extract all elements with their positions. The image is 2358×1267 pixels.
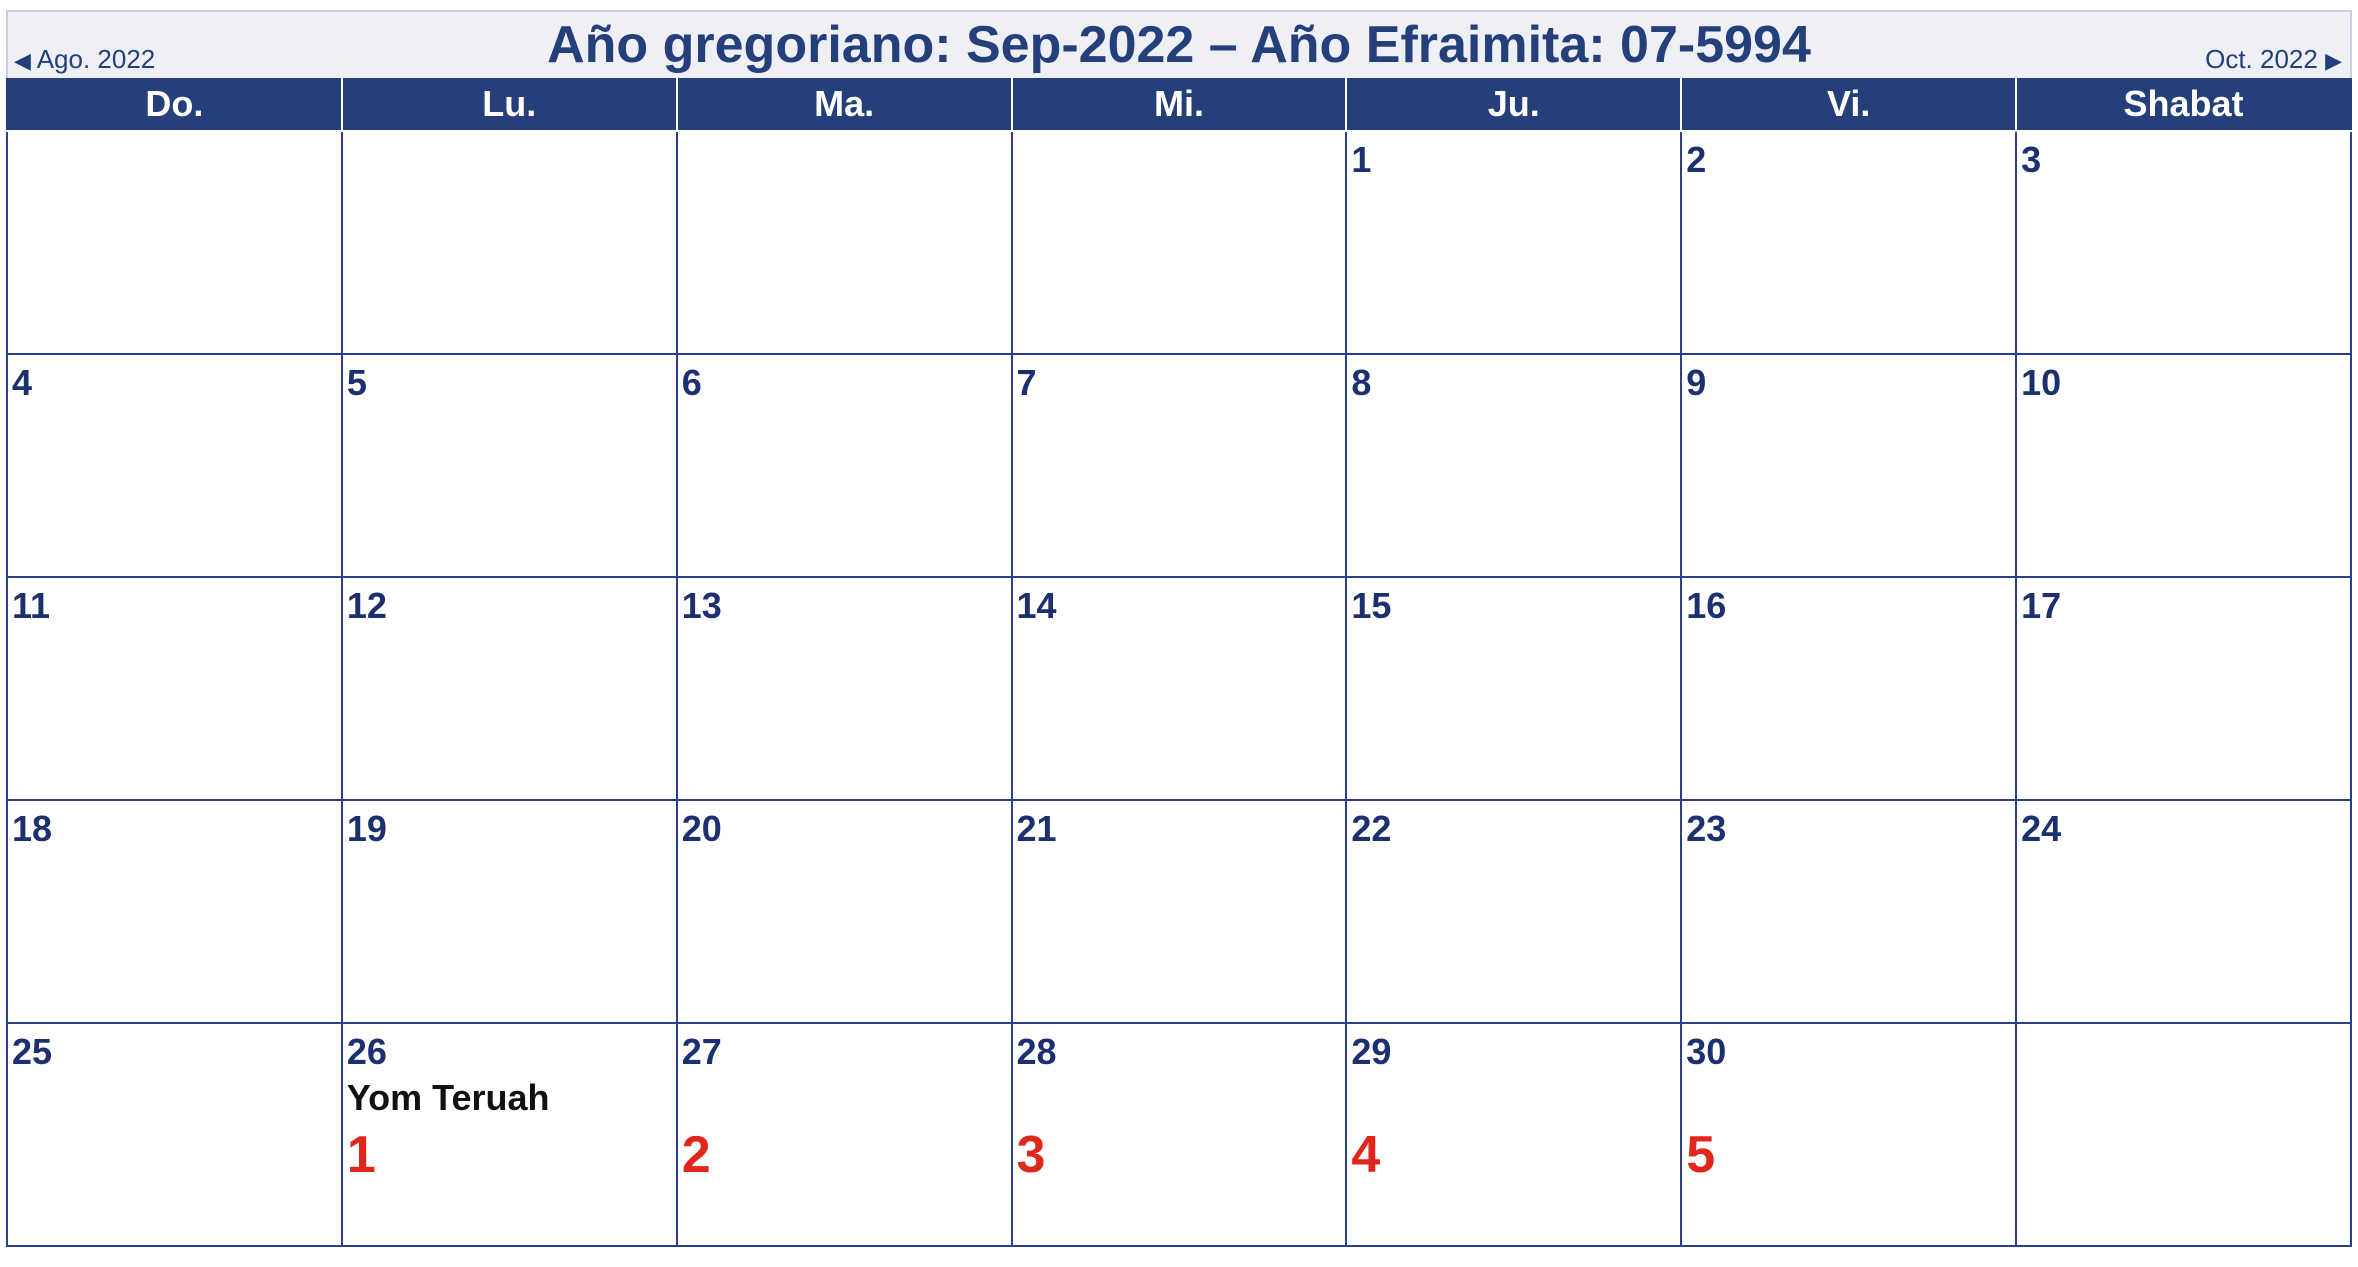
hebrew-day-number: 5 — [1686, 1126, 1716, 1184]
weekday-shabat: Shabat — [2015, 78, 2352, 132]
empty-day-cell — [340, 130, 678, 355]
day-number: 17 — [2021, 585, 2062, 626]
day-cell[interactable]: 21 — [1010, 799, 1348, 1024]
day-number: 12 — [346, 585, 387, 626]
weekday-thursday: Ju. — [1345, 78, 1683, 132]
day-cell[interactable]: 6 — [675, 353, 1013, 578]
day-number: 30 — [1686, 1031, 1727, 1072]
weekday-monday: Lu. — [340, 78, 678, 132]
day-cell[interactable]: 17 — [2015, 576, 2352, 801]
day-cell[interactable]: 23 — [1680, 799, 2018, 1024]
day-number: 5 — [346, 362, 367, 403]
day-number: 21 — [1016, 808, 1057, 849]
calendar-body: 1 2 3 4 5 6 7 8 9 10 11 12 13 14 15 16 17 18 19 20 21 22 23 24 2… — [6, 130, 2352, 1247]
day-cell[interactable]: 15 — [1345, 576, 1683, 801]
day-cell[interactable]: 14 — [1010, 576, 1348, 801]
day-number: 8 — [1351, 362, 1372, 403]
day-cell[interactable]: 7 — [1010, 353, 1348, 578]
day-number: 20 — [681, 808, 722, 849]
right-arrow-icon: ▶ — [2325, 48, 2342, 73]
day-number: 15 — [1351, 585, 1392, 626]
day-cell[interactable]: 26 Yom Teruah 1 — [340, 1022, 678, 1247]
next-month-link[interactable]: Oct. 2022 ▶ — [2205, 44, 2342, 76]
day-number: 26 — [346, 1031, 387, 1072]
prev-month-link[interactable]: ◀ Ago. 2022 — [14, 44, 155, 76]
calendar-header: ◀ Ago. 2022 Año gregoriano: Sep-2022 – A… — [6, 10, 2352, 78]
day-cell[interactable]: 16 — [1680, 576, 2018, 801]
weekday-header-row: Do. Lu. Ma. Mi. Ju. Vi. Shabat — [6, 78, 2352, 132]
day-cell[interactable]: 9 — [1680, 353, 2018, 578]
day-number: 2 — [1686, 139, 1707, 180]
day-number: 4 — [12, 362, 33, 403]
week-row: 1 2 3 — [6, 130, 2352, 355]
day-number: 23 — [1686, 808, 1727, 849]
event-label[interactable]: Yom Teruah — [346, 1077, 550, 1118]
day-number: 3 — [2021, 139, 2042, 180]
day-number: 27 — [681, 1031, 722, 1072]
day-cell[interactable]: 30 5 — [1680, 1022, 2018, 1247]
day-number: 29 — [1351, 1031, 1392, 1072]
day-cell[interactable]: 13 — [675, 576, 1013, 801]
day-number: 25 — [12, 1031, 53, 1072]
next-month-label: Oct. 2022 — [2205, 44, 2318, 74]
day-number: 22 — [1351, 808, 1392, 849]
day-number: 28 — [1016, 1031, 1057, 1072]
day-cell[interactable]: 4 — [6, 353, 343, 578]
day-cell[interactable]: 12 — [340, 576, 678, 801]
empty-day-cell — [6, 130, 343, 355]
day-cell[interactable]: 18 — [6, 799, 343, 1024]
week-row: 4 5 6 7 8 9 10 — [6, 353, 2352, 578]
day-number: 18 — [12, 808, 53, 849]
day-number: 7 — [1016, 362, 1037, 403]
hebrew-day-number: 3 — [1016, 1126, 1046, 1184]
day-cell[interactable]: 29 4 — [1345, 1022, 1683, 1247]
left-arrow-icon: ◀ — [14, 48, 31, 73]
week-row: 25 26 Yom Teruah 1 27 2 28 3 29 4 30 5 — [6, 1022, 2352, 1247]
prev-month-label: Ago. 2022 — [36, 44, 156, 74]
day-cell[interactable]: 11 — [6, 576, 343, 801]
day-cell[interactable]: 22 — [1345, 799, 1683, 1024]
day-cell[interactable]: 3 — [2015, 130, 2352, 355]
week-row: 18 19 20 21 22 23 24 — [6, 799, 2352, 1024]
day-number: 9 — [1686, 362, 1707, 403]
empty-day-cell — [1010, 130, 1348, 355]
weekday-wednesday: Mi. — [1010, 78, 1348, 132]
day-cell[interactable]: 2 — [1680, 130, 2018, 355]
day-cell[interactable]: 5 — [340, 353, 678, 578]
day-number: 16 — [1686, 585, 1727, 626]
calendar: ◀ Ago. 2022 Año gregoriano: Sep-2022 – A… — [6, 10, 2352, 1247]
hebrew-day-number: 1 — [346, 1126, 376, 1184]
day-cell[interactable]: 19 — [340, 799, 678, 1024]
day-number: 1 — [1351, 139, 1372, 180]
weekday-tuesday: Ma. — [675, 78, 1013, 132]
day-number: 6 — [681, 362, 702, 403]
empty-day-cell — [2015, 1022, 2352, 1247]
day-number: 10 — [2021, 362, 2062, 403]
day-cell[interactable]: 20 — [675, 799, 1013, 1024]
day-cell[interactable]: 1 — [1345, 130, 1683, 355]
page-title: Año gregoriano: Sep-2022 – Año Efraimita… — [547, 16, 1811, 74]
day-cell[interactable]: 10 — [2015, 353, 2352, 578]
day-cell[interactable]: 8 — [1345, 353, 1683, 578]
day-cell[interactable]: 28 3 — [1010, 1022, 1348, 1247]
weekday-friday: Vi. — [1680, 78, 2018, 132]
day-number: 24 — [2021, 808, 2062, 849]
day-number: 14 — [1016, 585, 1057, 626]
day-cell[interactable]: 24 — [2015, 799, 2352, 1024]
empty-day-cell — [675, 130, 1013, 355]
hebrew-day-number: 2 — [681, 1126, 711, 1184]
day-number: 13 — [681, 585, 722, 626]
week-row: 11 12 13 14 15 16 17 — [6, 576, 2352, 801]
day-number: 11 — [12, 585, 51, 626]
hebrew-day-number: 4 — [1351, 1126, 1381, 1184]
day-cell[interactable]: 27 2 — [675, 1022, 1013, 1247]
weekday-sunday: Do. — [6, 78, 343, 132]
day-number: 19 — [346, 808, 387, 849]
day-cell[interactable]: 25 — [6, 1022, 343, 1247]
